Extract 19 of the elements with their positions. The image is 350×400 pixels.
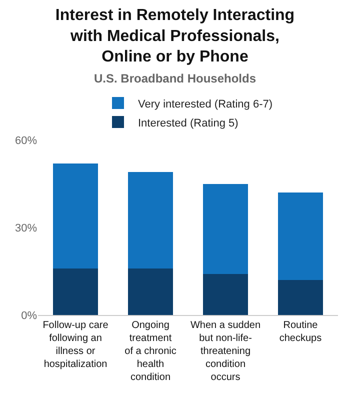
- bar: [53, 268, 98, 315]
- bar: [278, 280, 323, 315]
- bar: [278, 192, 323, 280]
- bar: [128, 172, 173, 268]
- bar: [203, 274, 248, 315]
- y-tick-label: 0%: [21, 310, 38, 322]
- legend-label: Very interested (Rating 6-7): [138, 98, 273, 110]
- y-tick-label: 30%: [14, 222, 38, 234]
- chart-subtitle: U.S. Broadband Households: [94, 71, 256, 86]
- x-tick-label: Routine checkups: [279, 320, 322, 344]
- bar: [203, 184, 248, 274]
- chart-title: Interest in Remotely Interacting with Medical Professionals, Online or by Phone: [55, 7, 295, 66]
- bar: [128, 268, 173, 315]
- x-tick-label: Ongoing treatment of a chronic health condition: [124, 320, 176, 383]
- x-tick-label: When a sudden but non-life- threatening condition occurs: [190, 320, 261, 383]
- x-tick-label: Follow-up care following an illness or hospitalization: [42, 320, 109, 370]
- legend-label: Interested (Rating 5): [138, 117, 238, 130]
- bar: [53, 163, 98, 268]
- y-tick-label: 60%: [14, 134, 38, 147]
